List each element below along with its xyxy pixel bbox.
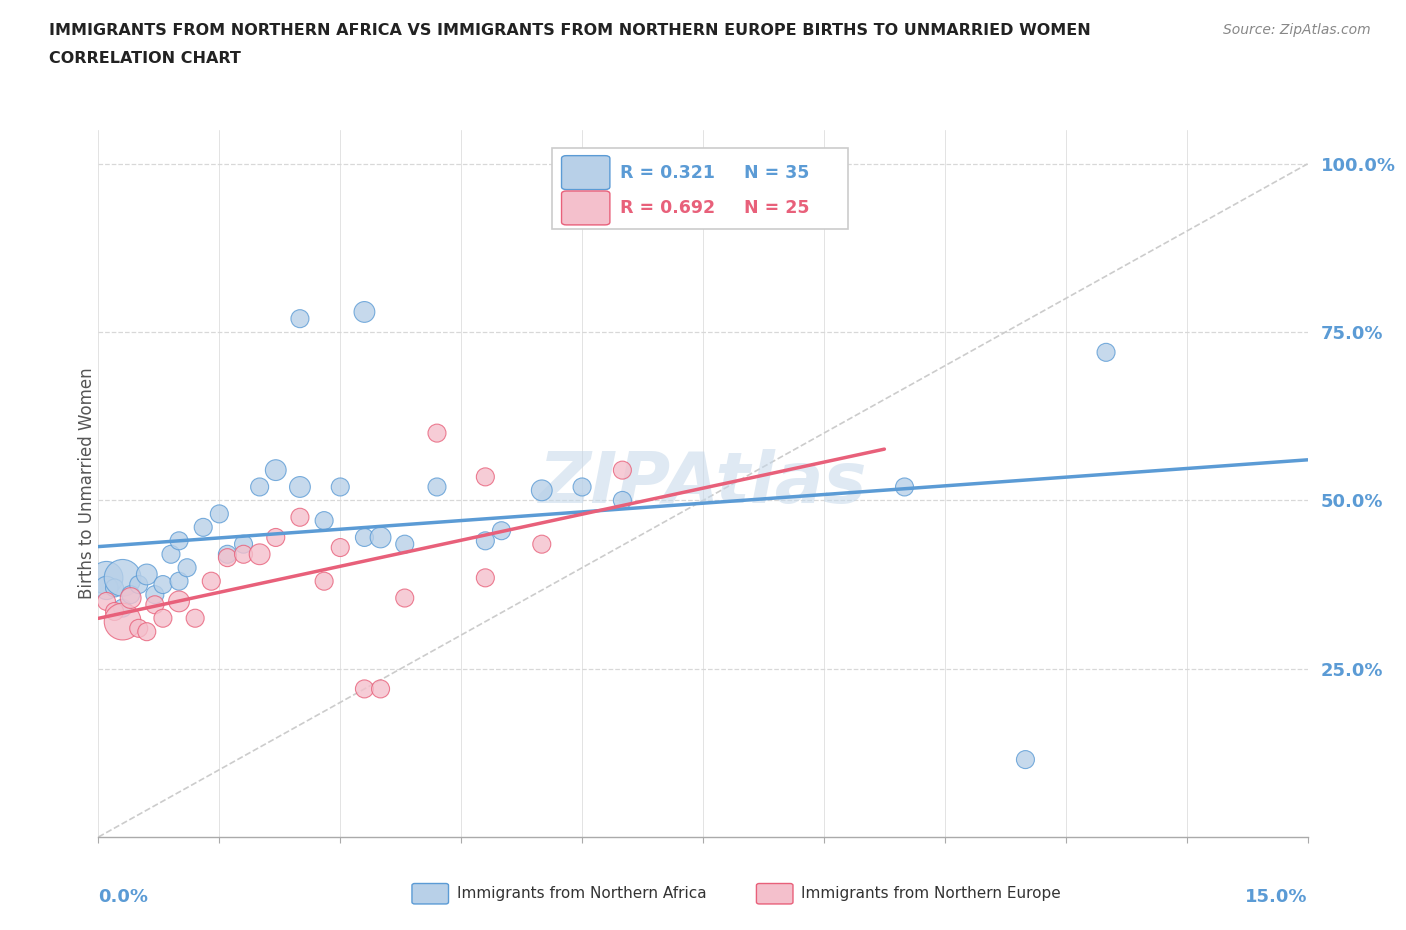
Point	[96, 594, 118, 609]
Point	[394, 591, 416, 605]
Point	[176, 560, 198, 575]
Text: Immigrants from Northern Europe: Immigrants from Northern Europe	[801, 886, 1062, 901]
Point	[314, 513, 336, 528]
Point	[474, 470, 496, 485]
Point	[1095, 345, 1118, 360]
Point	[288, 510, 311, 525]
Point	[200, 574, 222, 589]
Point	[96, 580, 118, 595]
Point	[491, 524, 513, 538]
Point	[353, 682, 375, 697]
Point	[249, 480, 271, 495]
Point	[474, 534, 496, 549]
Point	[571, 480, 593, 495]
Point	[111, 601, 134, 616]
Point	[128, 578, 150, 592]
Point	[530, 537, 553, 551]
Point	[353, 530, 375, 545]
Point	[167, 594, 190, 609]
Point	[314, 574, 336, 589]
Point	[111, 614, 134, 629]
Point	[143, 587, 166, 602]
Text: R = 0.692: R = 0.692	[620, 199, 714, 217]
Point	[184, 611, 207, 626]
Text: CORRELATION CHART: CORRELATION CHART	[49, 51, 240, 66]
Text: ZIPAtlas: ZIPAtlas	[538, 449, 868, 518]
Point	[612, 493, 634, 508]
Text: Immigrants from Northern Africa: Immigrants from Northern Africa	[457, 886, 707, 901]
Point	[249, 547, 271, 562]
Point	[612, 463, 634, 478]
FancyBboxPatch shape	[561, 191, 610, 225]
Point	[426, 480, 449, 495]
Text: Source: ZipAtlas.com: Source: ZipAtlas.com	[1223, 23, 1371, 37]
FancyBboxPatch shape	[561, 155, 610, 190]
Point	[232, 537, 254, 551]
Point	[530, 483, 553, 498]
Point	[152, 578, 174, 592]
Point	[103, 604, 125, 619]
Point	[120, 591, 142, 605]
Point	[135, 567, 157, 582]
Point	[96, 570, 118, 585]
Point	[103, 580, 125, 595]
Point	[111, 570, 134, 585]
Point	[120, 587, 142, 602]
Point	[426, 426, 449, 441]
Y-axis label: Births to Unmarried Women: Births to Unmarried Women	[79, 367, 96, 600]
Point	[128, 621, 150, 636]
Point	[370, 682, 392, 697]
Point	[152, 611, 174, 626]
Point	[353, 304, 375, 319]
Point	[135, 624, 157, 639]
Point	[288, 312, 311, 326]
Point	[167, 574, 190, 589]
Point	[394, 537, 416, 551]
Point	[329, 540, 352, 555]
Text: R = 0.321: R = 0.321	[620, 164, 714, 181]
Point	[264, 463, 287, 478]
Point	[288, 480, 311, 495]
Point	[893, 480, 915, 495]
Text: 15.0%: 15.0%	[1246, 888, 1308, 906]
Text: N = 35: N = 35	[744, 164, 810, 181]
Point	[217, 547, 239, 562]
Point	[208, 507, 231, 522]
Point	[474, 570, 496, 585]
Point	[1014, 752, 1036, 767]
Point	[264, 530, 287, 545]
Text: IMMIGRANTS FROM NORTHERN AFRICA VS IMMIGRANTS FROM NORTHERN EUROPE BIRTHS TO UNM: IMMIGRANTS FROM NORTHERN AFRICA VS IMMIG…	[49, 23, 1091, 38]
Point	[167, 534, 190, 549]
Text: N = 25: N = 25	[744, 199, 810, 217]
Point	[193, 520, 215, 535]
Point	[370, 530, 392, 545]
Point	[217, 551, 239, 565]
Point	[143, 597, 166, 612]
FancyBboxPatch shape	[551, 148, 848, 229]
Point	[329, 480, 352, 495]
Point	[232, 547, 254, 562]
Text: 0.0%: 0.0%	[98, 888, 149, 906]
Point	[160, 547, 183, 562]
